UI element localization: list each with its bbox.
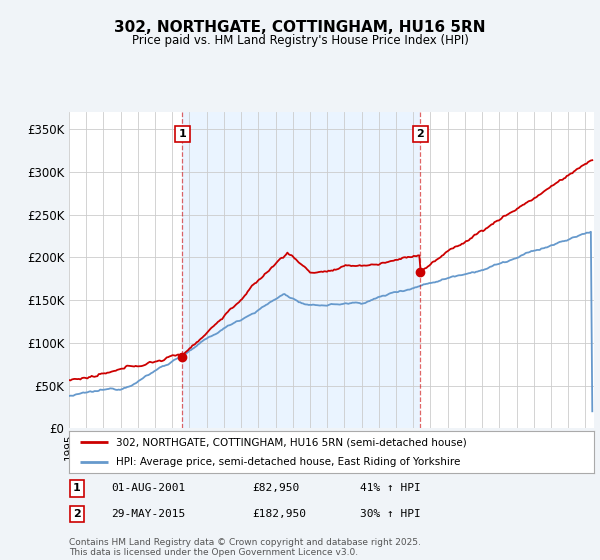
Text: 302, NORTHGATE, COTTINGHAM, HU16 5RN: 302, NORTHGATE, COTTINGHAM, HU16 5RN <box>114 20 486 35</box>
Text: 29-MAY-2015: 29-MAY-2015 <box>111 509 185 519</box>
Text: 2: 2 <box>73 509 80 519</box>
Text: Contains HM Land Registry data © Crown copyright and database right 2025.
This d: Contains HM Land Registry data © Crown c… <box>69 538 421 557</box>
Text: 1: 1 <box>73 483 80 493</box>
Text: 2: 2 <box>416 129 424 139</box>
Text: 41% ↑ HPI: 41% ↑ HPI <box>360 483 421 493</box>
Text: HPI: Average price, semi-detached house, East Riding of Yorkshire: HPI: Average price, semi-detached house,… <box>116 457 461 466</box>
Text: 1: 1 <box>178 129 186 139</box>
Text: 01-AUG-2001: 01-AUG-2001 <box>111 483 185 493</box>
Text: Price paid vs. HM Land Registry's House Price Index (HPI): Price paid vs. HM Land Registry's House … <box>131 34 469 46</box>
Bar <box>182 112 421 428</box>
Text: 302, NORTHGATE, COTTINGHAM, HU16 5RN (semi-detached house): 302, NORTHGATE, COTTINGHAM, HU16 5RN (se… <box>116 437 467 447</box>
Text: £182,950: £182,950 <box>252 509 306 519</box>
Text: £82,950: £82,950 <box>252 483 299 493</box>
Text: 30% ↑ HPI: 30% ↑ HPI <box>360 509 421 519</box>
